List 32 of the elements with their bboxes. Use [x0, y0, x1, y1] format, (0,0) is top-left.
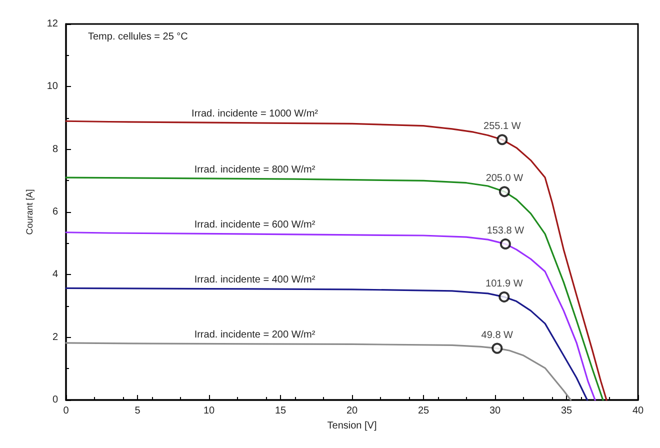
y-tick-label: 0: [52, 394, 58, 406]
line-series: [65, 120, 608, 401]
x-tick-label: 35: [560, 406, 572, 416]
annotation: 49.8 W: [481, 330, 514, 341]
x-tick-label: 5: [134, 406, 141, 416]
annotation: 101.9 W: [486, 278, 524, 290]
y-tick-label: 12: [46, 18, 58, 30]
series-label: Irrad. incidente = 800 W/m²: [194, 164, 316, 176]
x-tick-label: 30: [489, 406, 501, 416]
series-label: Irrad. incidente = 1000 W/m²: [192, 108, 319, 120]
series-label: Irrad. incidente = 600 W/m²: [194, 220, 316, 231]
x-tick-label: 20: [346, 406, 358, 416]
annotation: Temp. cellules = 25 °C: [88, 32, 188, 42]
x-tick-label: 0: [63, 406, 70, 416]
annotation: 153.8 W: [486, 225, 525, 236]
y-tick-label: 4: [52, 269, 58, 280]
y-tick-label: 2: [52, 332, 58, 343]
series-label: Irrad. incidente = 200 W/m²: [194, 329, 316, 340]
line-series: [65, 287, 588, 401]
x-tick-label: 10: [203, 406, 215, 416]
y-axis-title: Courant [A]: [24, 189, 34, 235]
y-tick-label: 6: [52, 206, 58, 218]
x-tick-label: 40: [632, 406, 644, 416]
series-label: Irrad. incidente = 400 W/m²: [194, 274, 316, 286]
x-tick-label: 25: [418, 406, 430, 416]
line-series: [65, 342, 572, 401]
y-tick-label: 8: [52, 144, 58, 155]
x-tick-label: 15: [274, 406, 286, 416]
y-tick-label: 10: [46, 81, 58, 92]
annotation: 255.1 W: [484, 121, 522, 132]
annotation: 205.0 W: [486, 173, 524, 184]
x-axis-title: Tension [V]: [327, 420, 377, 432]
